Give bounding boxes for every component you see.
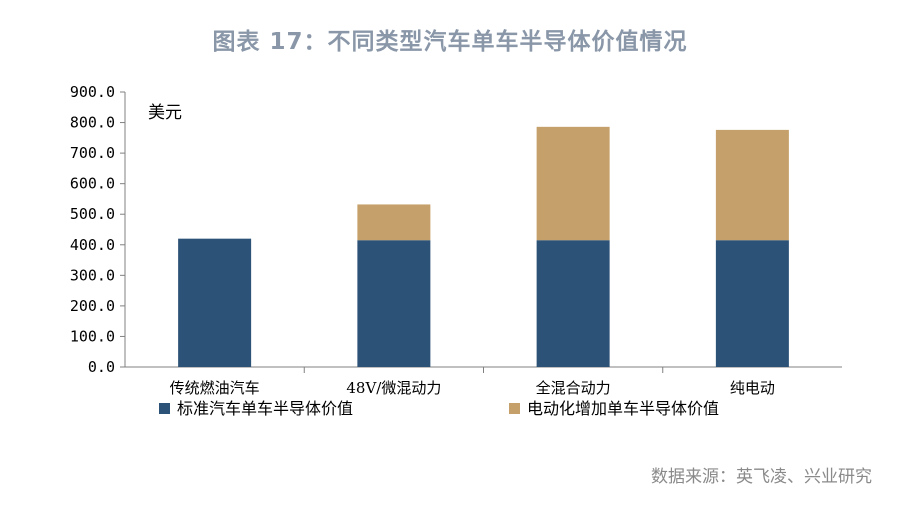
bars (178, 126, 789, 367)
legend-swatch (159, 403, 170, 414)
y-axis-ticks: 0.0 100.0 200.0 300.0 400.0 500.0 600.0 700.0 80… (70, 83, 125, 376)
x-axis-labels: 传统燃油汽车 48V/微混动力 全混合动力 纯电动 (170, 379, 775, 397)
x-tick-label: 48V/微混动力 (346, 379, 441, 397)
y-tick-label: 100.0 (70, 327, 115, 345)
y-tick-label: 200.0 (70, 297, 115, 315)
y-tick-label: 300.0 (70, 266, 115, 284)
bar-standard-3 (715, 240, 789, 367)
legend-swatch (509, 403, 520, 414)
source-note: 数据来源：英飞凌、兴业研究 (651, 467, 872, 487)
bar-electrification-1 (357, 204, 431, 241)
x-tick-label: 全混合动力 (536, 379, 611, 397)
y-tick-label: 500.0 (70, 205, 115, 223)
y-tick-label: 900.0 (70, 83, 115, 101)
bar-electrification-3 (715, 129, 789, 241)
legend: 标准汽车单车半导体价值 电动化增加单车半导体价值 (159, 399, 719, 418)
y-tick-label: 700.0 (70, 144, 115, 162)
x-tick-label: 传统燃油汽车 (170, 379, 260, 397)
y-tick-label: 600.0 (70, 175, 115, 193)
bar-standard-0 (178, 238, 252, 367)
bar-standard-1 (357, 240, 431, 367)
chart-title: 图表 17：不同类型汽车单车半导体价值情况 (212, 29, 688, 55)
bar-standard-2 (536, 240, 610, 367)
legend-label: 标准汽车单车半导体价值 (177, 399, 353, 418)
y-tick-label: 400.0 (70, 236, 115, 254)
y-tick-label: 0.0 (88, 358, 115, 376)
x-tick-label: 纯电动 (730, 379, 775, 397)
legend-label: 电动化增加单车半导体价值 (527, 399, 719, 418)
unit-label: 美元 (148, 103, 182, 123)
bar-electrification-2 (536, 126, 610, 241)
y-tick-label: 800.0 (70, 114, 115, 132)
